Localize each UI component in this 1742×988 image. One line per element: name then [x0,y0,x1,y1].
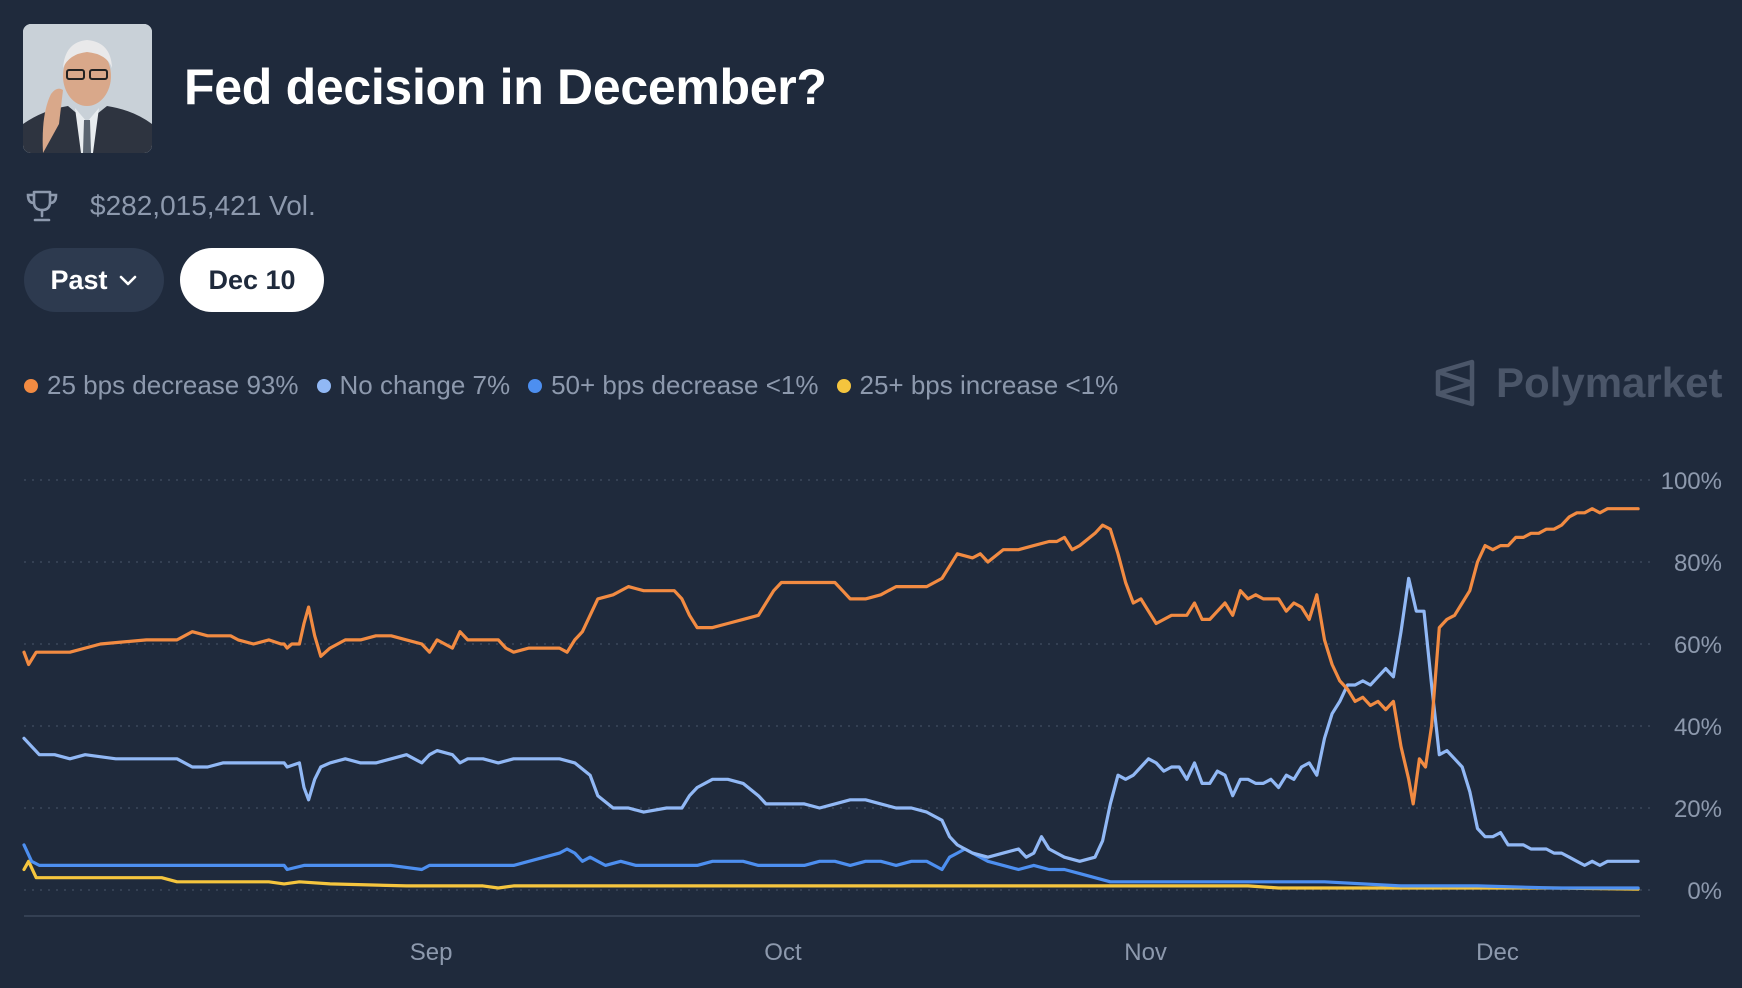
y-tick-label: 80% [1674,550,1722,577]
y-tick-label: 60% [1674,632,1722,659]
legend-item-25bps-increase: 25+ bps increase <1% [836,370,1119,401]
series-line-25-bps-decrease [22,507,1640,806]
series-line-50-bps-decrease [22,843,1640,890]
series-line-no-change [22,576,1640,867]
portrait-image [23,24,152,153]
legend-item-no-change: No change 7% [316,370,511,401]
legend-item-25bps-decrease: 25 bps decrease 93% [24,370,299,401]
legend-item-50bps-decrease: 50+ bps decrease <1% [528,370,819,401]
legend-label: 50+ bps decrease <1% [551,370,819,400]
market-avatar [23,24,152,153]
polymarket-logo-icon [1435,359,1475,407]
past-dropdown-button[interactable]: Past [24,248,164,312]
x-tick-label: Oct [764,939,802,966]
legend-dot [24,378,38,393]
series-line-25-bps-increase [22,859,1640,891]
date-label: Dec 10 [208,264,296,295]
legend-label: 25+ bps increase <1% [859,370,1119,400]
polymarket-watermark: Polymarket [1432,358,1722,408]
trophy-icon [26,190,58,222]
legend-dot [836,378,851,393]
date-tab-dec-10[interactable]: Dec 10 [180,248,324,312]
y-tick-label: 0% [1687,878,1722,905]
legend-dot [528,378,543,393]
volume-row: $282,015,421 Vol. [24,186,316,226]
legend-label: No change 7% [339,370,511,400]
chart-legend: 25 bps decrease 93% No change 7% 50+ bps… [24,370,1136,401]
y-tick-label: 100% [1661,468,1722,495]
y-tick-label: 20% [1674,796,1722,823]
legend-label: 25 bps decrease 93% [47,370,299,400]
volume-text: $282,015,421 Vol. [90,190,316,221]
y-tick-label: 40% [1674,714,1722,741]
chevron-down-icon [119,275,136,286]
x-tick-label: Sep [410,939,453,966]
x-tick-label: Nov [1124,939,1167,966]
brand-name: Polymarket [1496,359,1723,406]
legend-dot [316,378,331,393]
page-title: Fed decision in December? [184,59,827,115]
x-tick-label: Dec [1476,939,1519,966]
past-label: Past [50,264,108,295]
